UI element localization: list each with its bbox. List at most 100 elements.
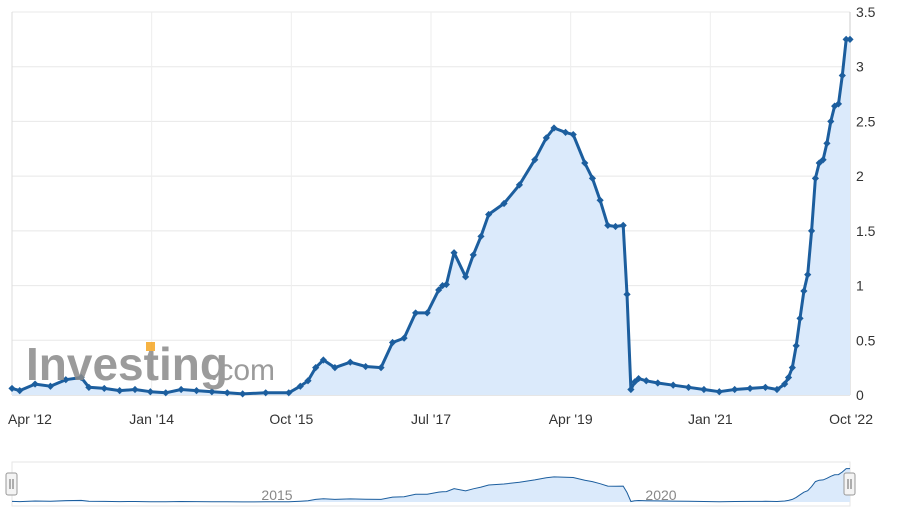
data-point-marker: [611, 222, 620, 231]
x-tick-label: Oct '15: [269, 411, 313, 427]
data-point-marker: [842, 35, 850, 43]
x-tick-label: Jan '14: [129, 411, 174, 427]
data-point-marker: [800, 287, 808, 295]
data-point-marker: [435, 286, 443, 294]
data-point-marker: [388, 338, 397, 347]
data-point-marker: [331, 364, 339, 372]
series-area: [12, 39, 850, 396]
data-point-marker: [642, 377, 650, 385]
navigator[interactable]: 2015 2020: [5, 461, 856, 507]
data-point-marker: [362, 362, 370, 371]
y-tick-label: 2.5: [856, 113, 876, 129]
data-point-marker: [192, 387, 201, 395]
watermark-accent-dot: [146, 342, 155, 351]
navigator-handle-left[interactable]: [5, 472, 18, 496]
y-tick-label: 0: [856, 387, 864, 403]
navigator-area: [12, 468, 850, 502]
data-point-marker: [619, 221, 627, 229]
data-point-marker: [131, 385, 139, 394]
data-point-marker: [208, 388, 216, 396]
y-tick-label: 3.5: [856, 4, 876, 20]
data-point-marker: [811, 174, 820, 182]
watermark-suffix: .com: [210, 354, 275, 387]
navigator-line: [11, 468, 850, 503]
data-point-marker: [16, 387, 24, 395]
data-point-marker: [116, 387, 124, 395]
data-point-marker: [400, 334, 408, 342]
y-tick-label: 2: [856, 168, 864, 184]
data-point-marker: [377, 364, 385, 372]
data-point-marker: [162, 389, 170, 397]
data-point-marker: [423, 309, 431, 317]
data-point-marker: [684, 383, 693, 391]
navigator-label-2020: 2020: [645, 487, 676, 503]
navigator-handle-right[interactable]: [843, 472, 856, 496]
data-point-marker: [8, 384, 16, 393]
data-point-marker: [623, 290, 631, 298]
data-point-marker: [581, 159, 589, 167]
data-point-marker: [412, 309, 420, 317]
data-point-marker: [62, 376, 70, 384]
data-point-marker: [100, 384, 108, 393]
data-point-marker: [146, 388, 154, 396]
data-point-marker: [442, 280, 450, 289]
data-point-marker: [550, 124, 558, 132]
data-point-marker: [715, 388, 723, 396]
series-markers: [8, 35, 854, 398]
data-point-marker: [177, 385, 185, 394]
y-tick-label: 1.5: [856, 223, 876, 239]
data-point-marker: [831, 102, 839, 110]
x-axis: Apr '12 Jan '14 Oct '15 Jul '17 Apr '19 Jan '…: [8, 411, 873, 427]
data-point-marker: [796, 314, 804, 322]
y-tick-label: 1: [856, 278, 864, 294]
data-point-marker: [569, 130, 577, 139]
data-point-marker: [319, 356, 327, 364]
y-tick-label: 3: [856, 59, 864, 75]
data-point-marker: [450, 249, 458, 257]
data-point-marker: [346, 358, 354, 366]
data-point-marker: [77, 373, 85, 382]
data-point-marker: [515, 181, 524, 189]
data-point-marker: [654, 379, 662, 387]
data-point-marker: [819, 156, 827, 164]
data-point-marker: [485, 210, 493, 219]
data-point-marker: [784, 373, 793, 382]
data-point-marker: [731, 385, 739, 394]
x-tick-label: Jul '17: [411, 411, 451, 427]
data-point-marker: [239, 390, 247, 398]
data-point-marker: [669, 381, 677, 389]
data-point-marker: [531, 156, 539, 164]
data-point-marker: [312, 364, 320, 372]
data-point-marker: [761, 383, 770, 391]
y-axis: 0 0.5 1 1.5 2 2.5 3 3.5: [856, 4, 876, 403]
data-point-marker: [834, 100, 843, 108]
data-point-marker: [827, 117, 835, 126]
data-point-marker: [823, 139, 831, 147]
x-tick-label: Oct '22: [829, 411, 873, 427]
data-point-marker: [304, 377, 312, 385]
data-point-marker: [262, 389, 270, 397]
data-point-marker: [788, 364, 796, 372]
data-point-marker: [815, 159, 823, 167]
data-point-marker: [807, 227, 816, 235]
data-point-marker: [296, 382, 304, 390]
x-tick-label: Apr '19: [549, 411, 593, 427]
data-point-marker: [838, 71, 846, 80]
data-point-marker: [634, 374, 643, 383]
x-tick-label: Jan '21: [688, 411, 733, 427]
data-point-marker: [461, 273, 470, 281]
data-point-marker: [85, 383, 93, 391]
y-tick-label: 0.5: [856, 332, 876, 348]
data-point-marker: [627, 385, 635, 394]
data-point-marker: [469, 251, 477, 259]
data-point-marker: [773, 385, 781, 394]
data-point-marker: [542, 134, 550, 142]
data-point-marker: [285, 389, 293, 397]
data-point-marker: [846, 35, 854, 43]
data-point-marker: [31, 380, 39, 388]
watermark-brand: Investing: [26, 338, 228, 390]
data-point-marker: [804, 271, 812, 279]
data-point-marker: [46, 382, 55, 390]
data-point-marker: [792, 342, 800, 350]
